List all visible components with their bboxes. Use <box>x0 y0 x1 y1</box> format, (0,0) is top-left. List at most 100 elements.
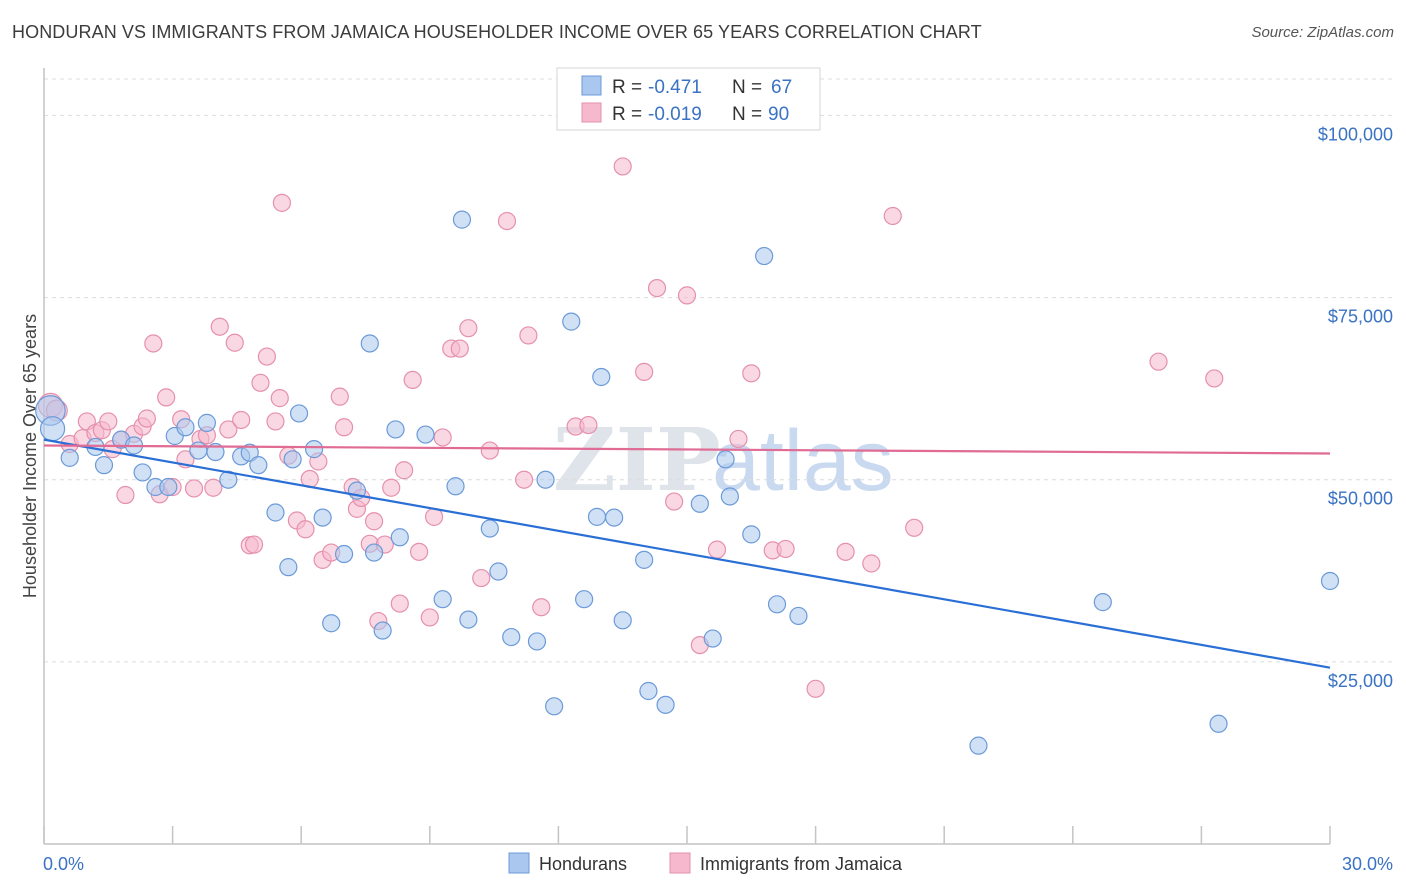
x-tick-label-min: 0.0% <box>43 854 84 874</box>
hondurans-point <box>789 606 808 626</box>
jamaica-point <box>480 441 499 460</box>
hondurans-point <box>446 477 465 496</box>
y-tick-label: $75,000 <box>1328 307 1393 327</box>
hondurans-point <box>416 425 435 444</box>
legend-r-value-hondurans: -0.471 <box>648 77 702 98</box>
hondurans-point <box>587 507 607 526</box>
hondurans-point <box>279 558 298 577</box>
chart-title: HONDURAN VS IMMIGRANTS FROM JAMAICA HOUS… <box>12 22 982 42</box>
hondurans-point <box>206 442 225 462</box>
legend-n-value-jamaica: 90 <box>768 104 789 125</box>
jamaica-point <box>116 485 135 505</box>
jamaica-point <box>219 420 238 439</box>
legend-r-label: R = <box>612 77 642 98</box>
legend-r-value-jamaica: -0.019 <box>648 104 702 125</box>
y-tick-label: $25,000 <box>1328 671 1393 691</box>
jamaica-point <box>742 364 761 383</box>
jamaica-point <box>1205 369 1224 388</box>
jamaica-point <box>334 418 354 437</box>
jamaica-point <box>99 412 118 431</box>
hondurans-point <box>489 562 508 581</box>
jamaica-point <box>836 542 855 561</box>
bottom-legend-hondurans: Hondurans <box>539 854 627 874</box>
jamaica-point <box>204 478 223 497</box>
jamaica-point <box>272 193 292 212</box>
y-axis-title: Householder Income Over 65 years <box>20 314 40 598</box>
jamaica-point <box>677 286 697 305</box>
jamaica-point <box>144 334 163 353</box>
hondurans-point <box>703 629 722 648</box>
jamaica-point <box>613 157 632 176</box>
jamaica-point <box>647 279 667 298</box>
hondurans-point <box>176 418 195 437</box>
hondurans-point <box>545 697 564 716</box>
jamaica-point <box>905 518 924 537</box>
jamaica-point <box>244 535 264 554</box>
jamaica-point <box>729 429 748 449</box>
jamaica-point <box>707 540 727 559</box>
hondurans-point <box>322 614 341 633</box>
hondurans-point <box>360 334 379 353</box>
jamaica-point <box>225 333 244 352</box>
jamaica-point <box>232 410 251 430</box>
hondurans-point <box>969 736 988 755</box>
hondurans-point <box>690 494 709 513</box>
jamaica-point <box>776 539 795 559</box>
jamaica-point <box>883 206 902 226</box>
jamaica-point <box>497 211 517 231</box>
hondurans-point <box>159 477 178 497</box>
hondurans-point <box>289 404 309 423</box>
hondurans-point <box>562 312 581 331</box>
legend-n-label: N = <box>732 77 762 98</box>
watermark: ZIP atlas <box>553 410 894 511</box>
jamaica-point <box>472 568 491 588</box>
bottom-legend-swatch-jamaica <box>669 852 691 874</box>
hondurans-point <box>459 610 478 629</box>
hondurans-trend-line <box>43 438 1331 669</box>
hondurans-point <box>304 440 324 459</box>
hondurans-point <box>249 456 268 475</box>
jamaica-point <box>635 362 654 381</box>
jamaica-point <box>184 479 204 498</box>
hondurans-point <box>716 450 735 469</box>
jamaica-point <box>296 520 315 539</box>
hondurans-point <box>502 627 521 647</box>
hondurans-point <box>266 503 285 522</box>
jamaica-point <box>862 554 881 573</box>
hondurans-point <box>313 508 332 527</box>
y-gridlines <box>44 78 1394 663</box>
bottom-legend-swatch-hondurans <box>508 852 530 874</box>
y-tick-labels: $25,000 $50,000 $75,000 $100,000 <box>1318 124 1393 690</box>
stats-legend: R = -0.471 N = 67 R = -0.019 N = 90 <box>556 67 821 131</box>
hondurans-point <box>635 550 654 569</box>
jamaica-point <box>459 319 478 338</box>
jamaica-point <box>420 608 439 627</box>
hondurans-point <box>767 595 787 614</box>
series-legend: Hondurans Immigrants from Jamaica <box>508 852 903 874</box>
jamaica-point <box>403 370 422 389</box>
source-credit: Source: ZipAtlas.com <box>1251 24 1394 41</box>
jamaica-point <box>519 326 538 345</box>
hondurans-point <box>1093 593 1112 612</box>
hondurans-point <box>592 367 611 387</box>
jamaica-point <box>251 373 270 392</box>
legend-n-value-hondurans: 67 <box>771 77 792 98</box>
jamaica-point <box>270 389 289 408</box>
hondurans-point <box>39 416 66 442</box>
jamaica-point <box>1149 352 1168 371</box>
legend-r-label: R = <box>612 104 642 125</box>
jamaica-point <box>257 347 277 366</box>
legend-swatch-jamaica <box>581 102 602 123</box>
jamaica-point <box>515 470 534 489</box>
jamaica-point <box>210 317 229 336</box>
hondurans-point <box>452 210 472 229</box>
hondurans-point <box>480 519 499 538</box>
jamaica-point <box>364 512 384 531</box>
hondurans-point <box>189 441 208 460</box>
jamaica-point <box>390 594 409 613</box>
hondurans-point <box>613 611 632 630</box>
series-jamaica-points <box>37 157 1224 698</box>
hondurans-point <box>742 525 761 544</box>
hondurans-point <box>334 544 354 564</box>
